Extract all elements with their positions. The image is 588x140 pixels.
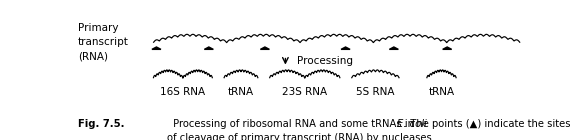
- Text: Fig. 7.5.: Fig. 7.5.: [78, 119, 125, 129]
- Text: tRNA: tRNA: [429, 87, 455, 97]
- Polygon shape: [389, 47, 398, 49]
- Polygon shape: [152, 47, 161, 49]
- Text: Processing: Processing: [297, 56, 353, 66]
- Text: Primary: Primary: [78, 23, 119, 33]
- Text: tRNA: tRNA: [228, 87, 254, 97]
- Text: 5S RNA: 5S RNA: [356, 87, 395, 97]
- Text: 16S RNA: 16S RNA: [161, 87, 205, 97]
- Polygon shape: [205, 47, 213, 49]
- Polygon shape: [341, 47, 350, 49]
- Text: (RNA): (RNA): [78, 51, 108, 61]
- Text: of cleavage of primary transcript (RNA) by nucleases.: of cleavage of primary transcript (RNA) …: [168, 133, 435, 140]
- Polygon shape: [260, 47, 269, 49]
- Text: transcript: transcript: [78, 37, 129, 47]
- Text: . The points (▲) indicate the sites: . The points (▲) indicate the sites: [404, 119, 570, 129]
- Text: 23S RNA: 23S RNA: [282, 87, 328, 97]
- Text: E. coli: E. coli: [397, 119, 426, 129]
- Text: Processing of ribosomal RNA and some tRNAs in: Processing of ribosomal RNA and some tRN…: [170, 119, 417, 129]
- Polygon shape: [443, 47, 452, 49]
